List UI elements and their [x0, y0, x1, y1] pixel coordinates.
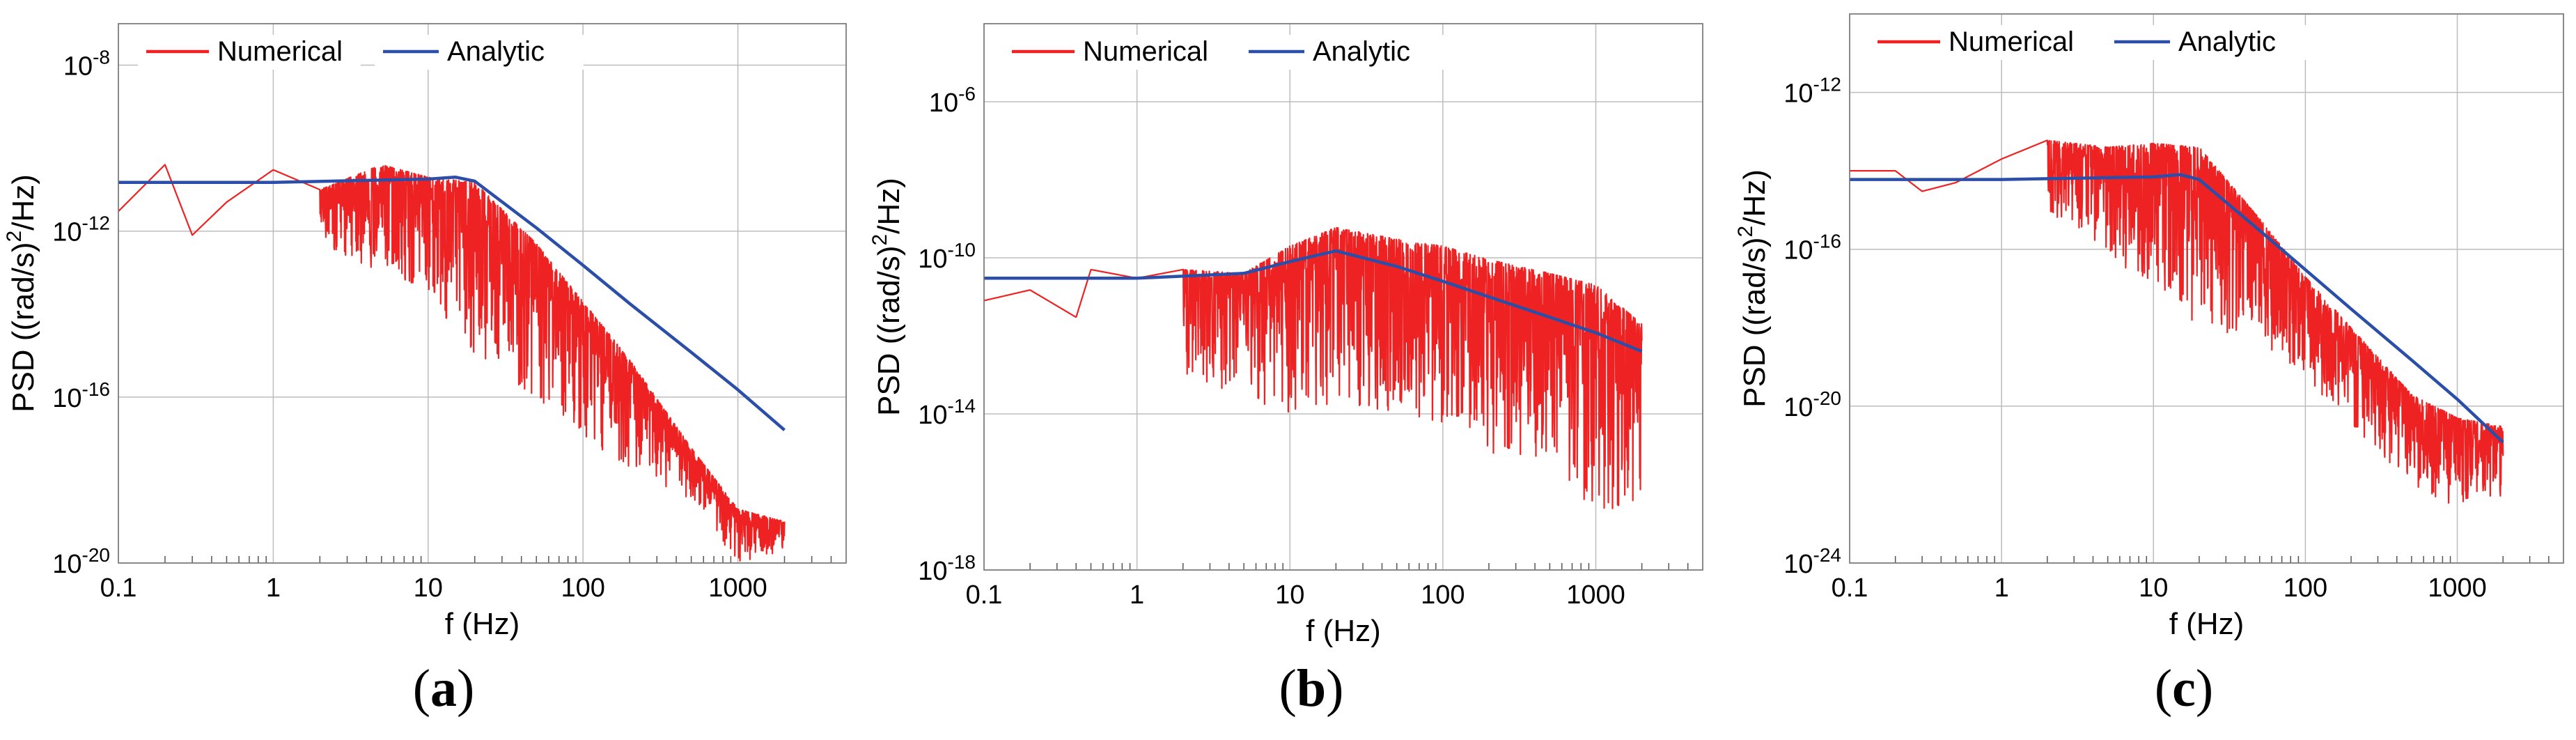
x-axis-label: f (Hz)	[445, 607, 520, 641]
y-tick-exponent: -20	[82, 544, 110, 566]
panel-label-a: a	[430, 659, 457, 718]
y-tick-base: 10	[918, 245, 947, 274]
y-tick-exponent: -18	[948, 551, 976, 573]
psd-chart-b: 0.1 1 10 100 100010-1810-1410-1010-6Numerica…	[868, 23, 1703, 648]
y-tick-base: 10	[918, 557, 947, 586]
y-tick-label: 10-14	[918, 395, 976, 430]
chart-panel-b: 0.1 1 10 100 1000 10-18 10-14 10-10 10-6 Numerica…	[859, 0, 1717, 740]
y-tick-label: 10-18	[918, 551, 976, 586]
analytic-series-line	[984, 249, 1643, 353]
panel-caption-b: (b)	[1279, 659, 1344, 718]
y-axis-label-post: /Hz)	[1738, 169, 1772, 226]
legend-label-numerical: Numerical	[1083, 36, 1208, 67]
y-tick-exponent: -14	[948, 395, 976, 417]
x-tick-label: 1000	[1566, 580, 1625, 610]
y-tick-label: 10-8	[63, 47, 110, 82]
y-axis-label-pre: PSD ((rad/s)	[1738, 237, 1772, 407]
y-tick-exponent: -8	[93, 47, 110, 68]
y-axis-label-post: /Hz)	[872, 178, 906, 234]
chart-panel-a: 0.1 1 10 100 1000 10-20 10-16 10-12 10-8 Numerica…	[0, 0, 859, 740]
y-tick-label: 10-20	[52, 544, 110, 579]
y-axis-label-sup: 2	[3, 231, 26, 242]
legend-label-analytic: Analytic	[2178, 26, 2276, 57]
y-tick-label: 10-6	[929, 83, 976, 118]
panel-label-b: b	[1296, 659, 1327, 718]
x-tick-label: 1	[1130, 580, 1144, 610]
x-axis-label: f (Hz)	[2169, 607, 2245, 641]
analytic-series-line	[1850, 173, 2504, 444]
analytic-series-line	[118, 175, 786, 431]
y-tick-label: 10-12	[52, 213, 110, 247]
y-axis-label: PSD ((rad/s)2/Hz)	[868, 178, 906, 416]
legend-label-numerical: Numerical	[217, 36, 343, 67]
y-tick-base: 10	[63, 52, 93, 82]
x-tick-label: 1	[1995, 573, 2009, 603]
x-axis-label: f (Hz)	[1306, 614, 1381, 648]
numerical-series-line	[983, 226, 1643, 509]
y-axis-label-sup: 2	[1734, 226, 1757, 238]
y-tick-label: 10-12	[1783, 74, 1841, 109]
y-tick-exponent: -16	[82, 378, 110, 400]
plot-frame	[983, 23, 1703, 571]
y-tick-base: 10	[52, 384, 81, 413]
y-tick-base: 10	[918, 401, 947, 430]
y-tick-label: 10-24	[1783, 544, 1841, 579]
y-axis-label-pre: PSD ((rad/s)	[6, 242, 40, 412]
x-tick-label: 1000	[2428, 573, 2487, 603]
panel-label-c: c	[2172, 659, 2196, 718]
y-tick-exponent: -12	[1813, 74, 1841, 95]
y-tick-exponent: -24	[1813, 544, 1841, 566]
numerical-series-line	[1849, 139, 2504, 504]
x-tick-label: 10	[1275, 580, 1304, 610]
y-tick-base: 10	[929, 88, 958, 118]
x-tick-label: 0.1	[966, 580, 1003, 610]
numerical-series-line	[118, 164, 786, 562]
y-tick-exponent: -6	[958, 83, 976, 105]
legend-label-analytic: Analytic	[447, 36, 545, 67]
y-tick-base: 10	[1783, 236, 1813, 265]
plot-frame	[1849, 13, 2564, 564]
psd-chart-c: 0.1 1 10 100 100010-2410-2010-1610-12Numeric…	[1734, 13, 2564, 641]
x-tick-label: 100	[1421, 580, 1465, 610]
x-tick-label: 100	[561, 573, 604, 603]
y-tick-base: 10	[52, 550, 81, 579]
legend-label-numerical: Numerical	[1949, 26, 2074, 57]
panel-caption-c: (c)	[2154, 659, 2214, 718]
x-tick-label: 1000	[708, 573, 767, 603]
y-tick-exponent: -12	[82, 213, 110, 234]
y-tick-label: 10-10	[918, 239, 976, 274]
chart-panel-c: 0.1 1 10 100 1000 10-24 10-20 10-16 10-12 Numeric…	[1717, 0, 2576, 740]
legend-label-analytic: Analytic	[1313, 36, 1410, 67]
y-tick-label: 10-16	[52, 378, 110, 413]
x-tick-label: 0.1	[1832, 573, 1868, 603]
y-axis-label: PSD ((rad/s)2/Hz)	[3, 174, 40, 413]
panel-caption-a: (a)	[412, 659, 475, 718]
y-tick-label: 10-16	[1783, 231, 1841, 265]
x-tick-label: 10	[414, 573, 443, 603]
plot-frame	[118, 23, 847, 564]
x-tick-label: 1	[266, 573, 281, 603]
y-axis-label: PSD ((rad/s)2/Hz)	[1734, 169, 1772, 408]
y-tick-exponent: -10	[948, 239, 976, 261]
x-tick-label: 0.1	[100, 573, 137, 603]
x-tick-label: 10	[2139, 573, 2168, 603]
y-axis-label-post: /Hz)	[6, 174, 40, 231]
y-tick-label: 10-20	[1783, 387, 1841, 422]
y-tick-exponent: -20	[1813, 387, 1841, 409]
y-tick-base: 10	[1783, 393, 1813, 422]
y-tick-base: 10	[52, 218, 81, 247]
y-axis-label-sup: 2	[868, 234, 891, 246]
x-tick-label: 100	[2284, 573, 2327, 603]
y-tick-exponent: -16	[1813, 231, 1841, 252]
y-axis-label-pre: PSD ((rad/s)	[872, 245, 906, 415]
y-tick-base: 10	[1783, 79, 1813, 109]
plot-area	[1849, 13, 2564, 564]
y-tick-base: 10	[1783, 550, 1813, 579]
